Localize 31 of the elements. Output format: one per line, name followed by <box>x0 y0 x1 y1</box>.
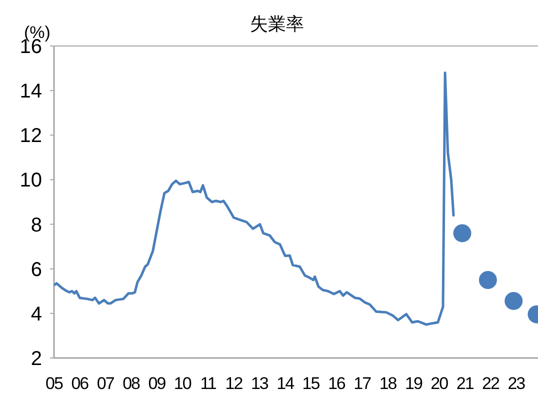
x-tick-label: 17 <box>354 374 372 393</box>
x-tick-label: 09 <box>148 374 166 393</box>
y-tick-label: 10 <box>20 170 42 192</box>
x-tick-label: 18 <box>379 374 397 393</box>
x-tick-label: 23 <box>508 374 526 393</box>
y-tick-label: 14 <box>20 80 42 103</box>
line-series <box>54 71 455 326</box>
x-tick-label: 12 <box>225 374 243 393</box>
x-tick-label: 08 <box>122 374 140 393</box>
point <box>504 292 523 310</box>
x-tick-label: 13 <box>250 374 268 393</box>
y-tick-label: 6 <box>30 258 42 281</box>
x-tick-label: 10 <box>174 374 192 393</box>
point <box>478 271 497 289</box>
x-tick-label: 22 <box>482 374 500 393</box>
x-tick-label: 19 <box>405 374 422 393</box>
x-tick-label: 14 <box>276 374 294 393</box>
x-tick-label: 21 <box>456 374 474 393</box>
y-tick-label: 2 <box>30 348 42 370</box>
x-tick-label: 11 <box>200 374 216 393</box>
x-tick-label: 20 <box>430 374 448 393</box>
point <box>453 224 472 242</box>
y-tick-label: 4 <box>30 303 42 326</box>
y-tick-label: 12 <box>20 125 42 148</box>
x-tick-label: 15 <box>302 374 320 393</box>
x-tick-label: 05 <box>46 374 63 393</box>
y-tick-label: 8 <box>30 214 42 236</box>
x-tick-label: 06 <box>71 374 89 393</box>
x-tick-label: 07 <box>96 374 114 393</box>
x-tick-label: 16 <box>328 374 346 393</box>
chart-title: 失業率 <box>250 14 304 34</box>
